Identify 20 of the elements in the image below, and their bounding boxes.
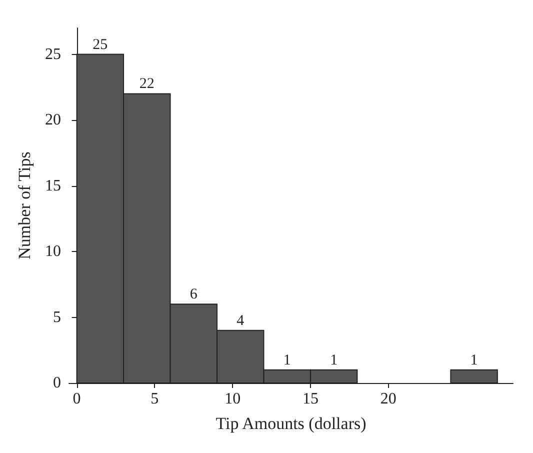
y-tick-label: 15 [45, 177, 61, 194]
x-axis-title: Tip Amounts (dollars) [216, 414, 366, 433]
y-tick-label: 10 [45, 243, 61, 260]
x-tick-label: 15 [302, 390, 318, 408]
y-axis-title: Number of Tips [15, 152, 34, 260]
y-tick-label: 20 [45, 112, 61, 129]
y-tick-label: 25 [45, 46, 61, 63]
y-tick-label: 5 [53, 308, 61, 326]
x-tick-label: 20 [380, 390, 396, 408]
x-tick-label: 10 [224, 390, 241, 408]
data-label: 4 [236, 312, 245, 329]
x-tick-label: 5 [150, 390, 159, 408]
data-label: 6 [190, 286, 198, 303]
y-tick-label: 0 [53, 374, 61, 392]
data-label: 1 [283, 352, 291, 368]
data-label: 22 [139, 76, 154, 92]
data-label: 1 [330, 352, 338, 368]
x-tick-label: 0 [72, 390, 81, 408]
data-label: 1 [470, 352, 478, 368]
data-label: 25 [92, 36, 108, 53]
